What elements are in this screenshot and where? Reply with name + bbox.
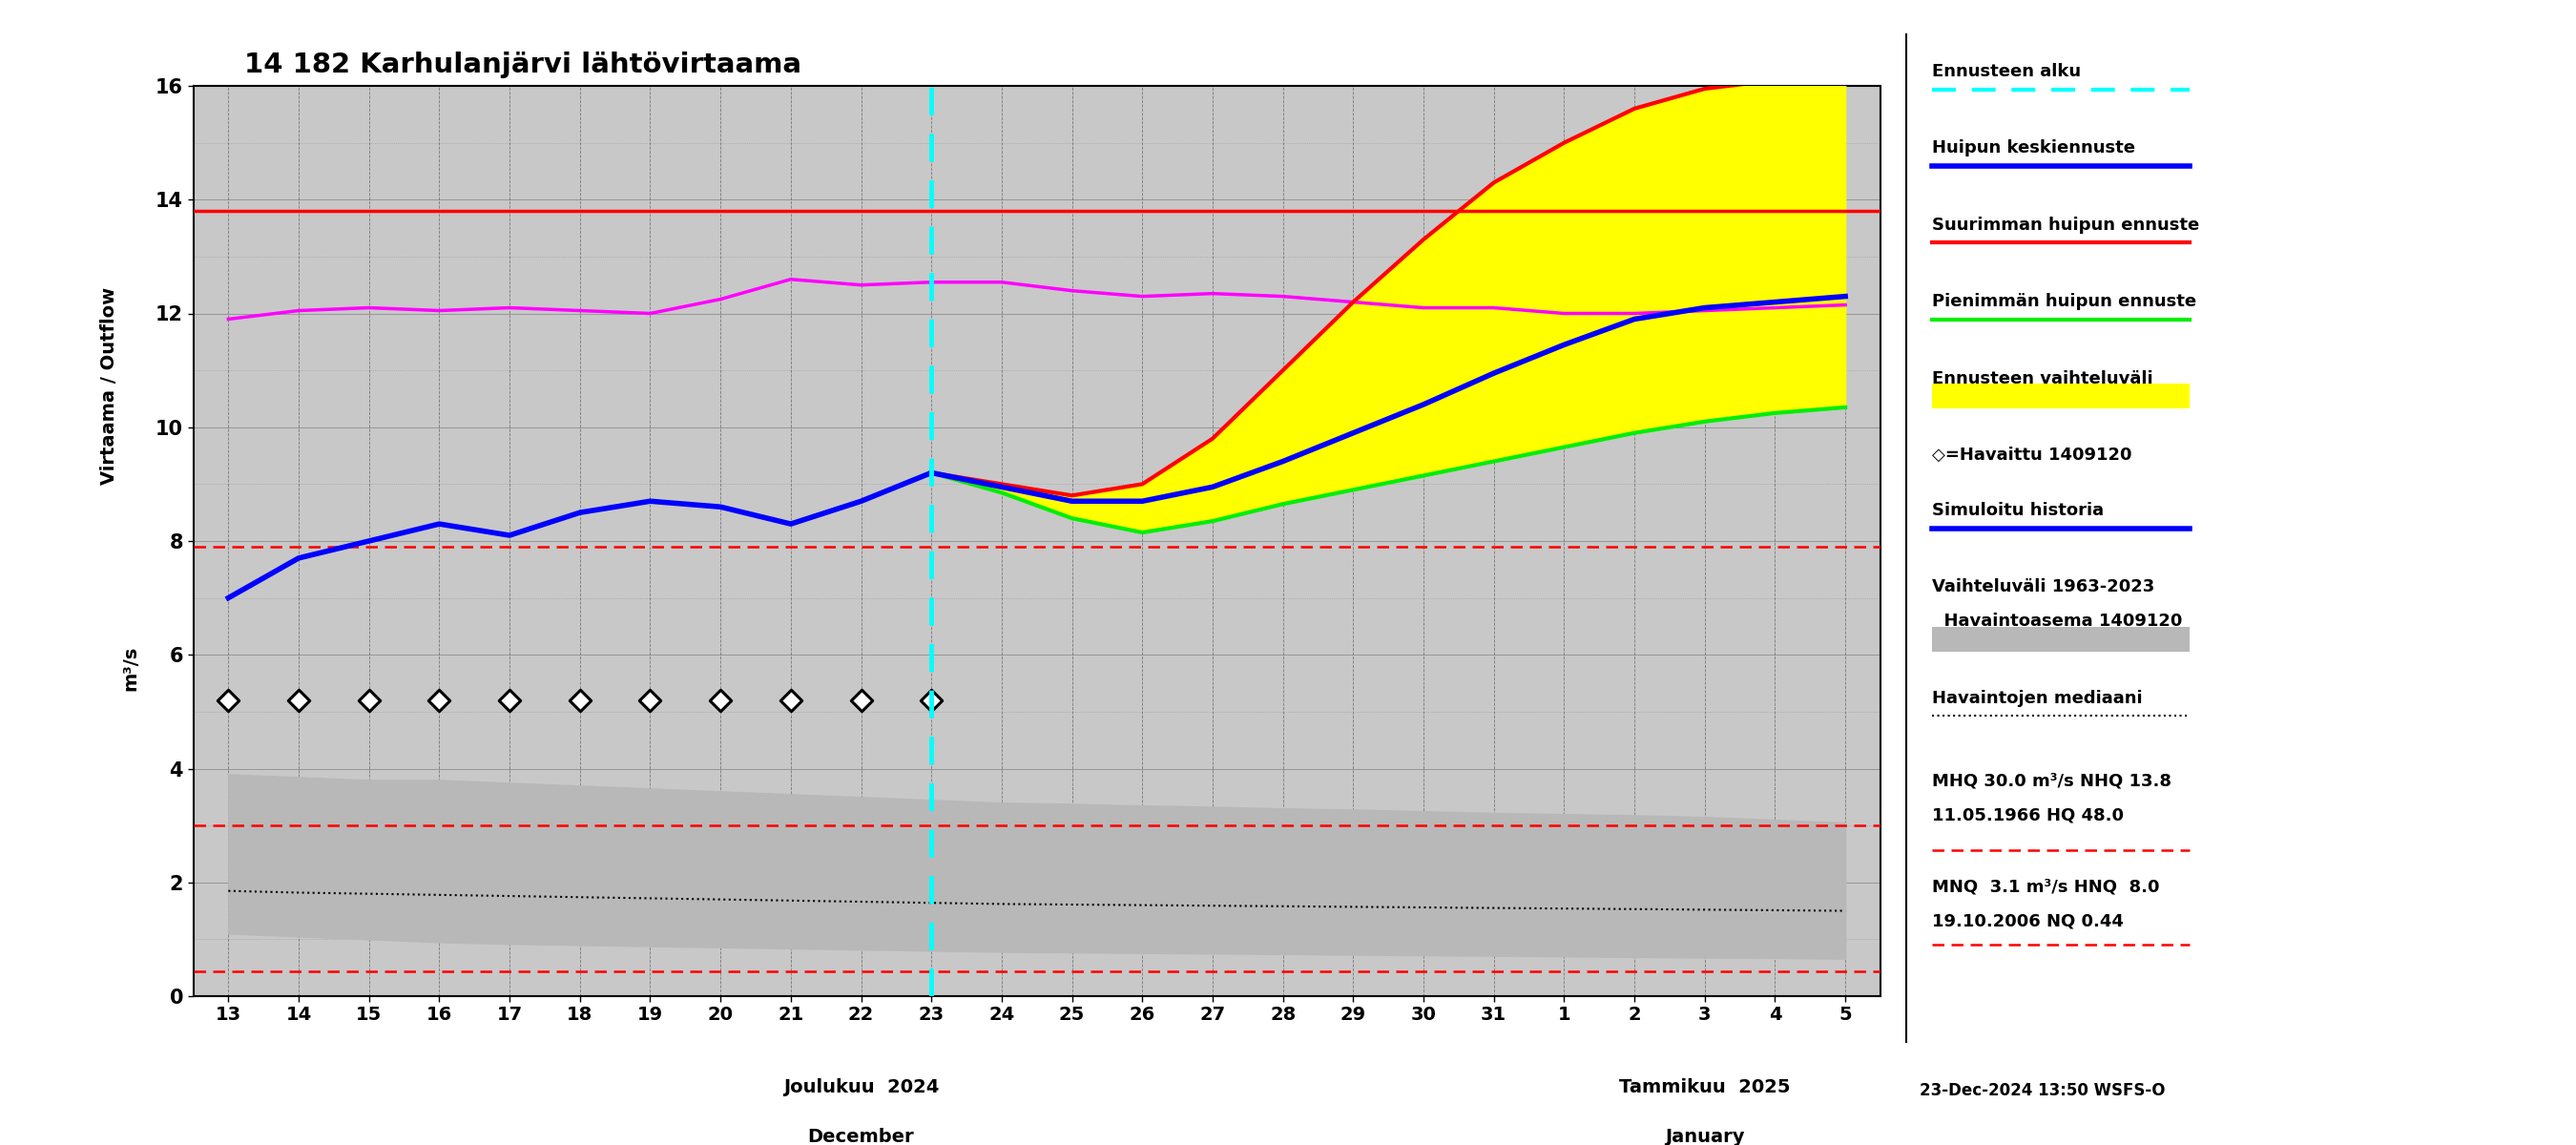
Text: 19.10.2006 NQ 0.44: 19.10.2006 NQ 0.44 — [1932, 913, 2123, 930]
Point — [559, 692, 600, 710]
Text: Pienimmän huipun ennuste: Pienimmän huipun ennuste — [1932, 293, 2197, 310]
Point — [278, 692, 319, 710]
Text: Suurimman huipun ennuste: Suurimman huipun ennuste — [1932, 216, 2200, 234]
Text: Havaintojen mediaani: Havaintojen mediaani — [1932, 689, 2143, 706]
Text: 23-Dec-2024 13:50 WSFS-O: 23-Dec-2024 13:50 WSFS-O — [1919, 1082, 2164, 1099]
Point — [420, 692, 461, 710]
Text: Ennusteen alku: Ennusteen alku — [1932, 63, 2081, 80]
Text: January: January — [1664, 1128, 1744, 1145]
Text: MNQ  3.1 m³/s HNQ  8.0: MNQ 3.1 m³/s HNQ 8.0 — [1932, 878, 2159, 895]
Text: Virtaama / Outflow: Virtaama / Outflow — [100, 287, 118, 485]
Point — [912, 692, 953, 710]
Point — [489, 692, 531, 710]
Text: Joulukuu  2024: Joulukuu 2024 — [783, 1079, 940, 1096]
Text: Vaihteluväli 1963-2023: Vaihteluväli 1963-2023 — [1932, 578, 2154, 595]
Point — [209, 692, 250, 710]
Text: Tammikuu  2025: Tammikuu 2025 — [1620, 1079, 1790, 1096]
Point — [701, 692, 742, 710]
Point — [348, 692, 389, 710]
Point — [840, 692, 881, 710]
Text: m³/s: m³/s — [121, 646, 139, 690]
Text: Havaintoasema 1409120: Havaintoasema 1409120 — [1932, 613, 2182, 630]
Point — [629, 692, 670, 710]
Text: Simuloitu historia: Simuloitu historia — [1932, 502, 2105, 519]
Point — [770, 692, 811, 710]
Text: December: December — [809, 1128, 914, 1145]
Text: Huipun keskiennuste: Huipun keskiennuste — [1932, 140, 2136, 157]
Text: 11.05.1966 HQ 48.0: 11.05.1966 HQ 48.0 — [1932, 806, 2123, 823]
Text: MHQ 30.0 m³/s NHQ 13.8: MHQ 30.0 m³/s NHQ 13.8 — [1932, 772, 2172, 789]
Text: ◇=Havaittu 1409120: ◇=Havaittu 1409120 — [1932, 447, 2133, 464]
Text: 14 182 Karhulanjärvi lähtövirtaama: 14 182 Karhulanjärvi lähtövirtaama — [245, 52, 801, 78]
Text: Ennusteen vaihteluväli: Ennusteen vaihteluväli — [1932, 370, 2154, 387]
